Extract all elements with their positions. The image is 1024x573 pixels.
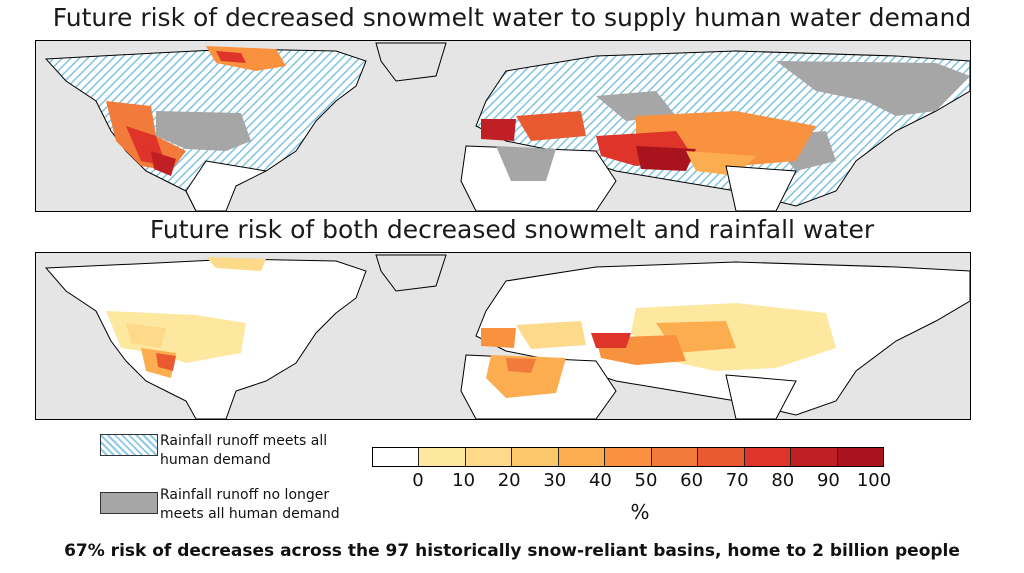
colorbar-tick-label: 20 bbox=[497, 470, 521, 491]
gray-legend-swatch bbox=[100, 492, 158, 514]
gray-legend-label: Rainfall runoff no longer meets all huma… bbox=[160, 487, 340, 522]
north-america-gray bbox=[156, 111, 251, 151]
europe-yellow bbox=[516, 321, 586, 349]
colorbar-tick-label: 0 bbox=[412, 470, 424, 491]
colorbar-cell bbox=[744, 448, 792, 466]
north-africa-orange bbox=[486, 355, 566, 398]
india-land bbox=[725, 165, 797, 211]
north-america-south bbox=[185, 160, 268, 211]
colorbar-cell bbox=[419, 448, 466, 466]
colorbar-tick-label: 100 bbox=[856, 470, 892, 491]
top-map-title: Future risk of decreased snowmelt water … bbox=[52, 3, 972, 32]
colorbar-cell bbox=[837, 448, 883, 466]
iran-darkred bbox=[636, 146, 696, 171]
colorbar-cell bbox=[605, 448, 652, 466]
colorbar-tick-label: 70 bbox=[725, 470, 749, 491]
west-us-light bbox=[106, 311, 246, 363]
colorbar-tick-label: 60 bbox=[680, 470, 704, 491]
arctic-yellow bbox=[206, 257, 266, 271]
colorbar-tick-label: 50 bbox=[634, 470, 658, 491]
colorbar-unit: % bbox=[630, 500, 650, 524]
colorbar-tick-label: 30 bbox=[543, 470, 567, 491]
bottom-risk-map bbox=[35, 252, 971, 420]
colorbar-cell bbox=[373, 448, 420, 466]
bottom-map-title: Future risk of both decreased snowmelt a… bbox=[149, 215, 875, 244]
colorbar-tick-label: 40 bbox=[588, 470, 612, 491]
colorbar-cell bbox=[651, 448, 699, 466]
colorbar bbox=[372, 447, 884, 467]
southwest-red bbox=[156, 353, 176, 371]
europe-red bbox=[516, 111, 586, 141]
turkey-red bbox=[591, 333, 631, 348]
colorbar-cell bbox=[791, 448, 838, 466]
hatched-legend-label: Rainfall runoff meets all human demand bbox=[160, 433, 328, 468]
colorbar-tick-label: 80 bbox=[771, 470, 795, 491]
bottom-map-svg bbox=[44, 254, 970, 419]
colorbar-cell bbox=[558, 448, 606, 466]
top-map-svg bbox=[44, 42, 970, 211]
iberia-orange bbox=[481, 328, 516, 348]
colorbar-cell bbox=[698, 448, 745, 466]
arctic-red bbox=[216, 51, 246, 63]
north-africa-darkorange bbox=[506, 358, 536, 373]
greenland bbox=[375, 254, 447, 292]
north-africa-gray bbox=[496, 146, 556, 181]
colorbar-tick-label: 90 bbox=[816, 470, 840, 491]
colorbar-cell bbox=[465, 448, 513, 466]
colorbar-cell bbox=[512, 448, 559, 466]
iberia-darkred bbox=[481, 119, 516, 141]
southwest-darkred bbox=[151, 151, 176, 176]
india-land bbox=[725, 374, 797, 419]
colorbar-tick-label: 10 bbox=[452, 470, 476, 491]
central-asia-gray bbox=[596, 91, 676, 121]
greenland bbox=[375, 42, 447, 82]
top-risk-map bbox=[35, 40, 971, 212]
west-us-yellow bbox=[126, 323, 166, 348]
hatched-legend-swatch bbox=[100, 434, 158, 456]
footer-caption: 67% risk of decreases across the 97 hist… bbox=[64, 541, 960, 561]
siberia-gray bbox=[776, 61, 970, 116]
